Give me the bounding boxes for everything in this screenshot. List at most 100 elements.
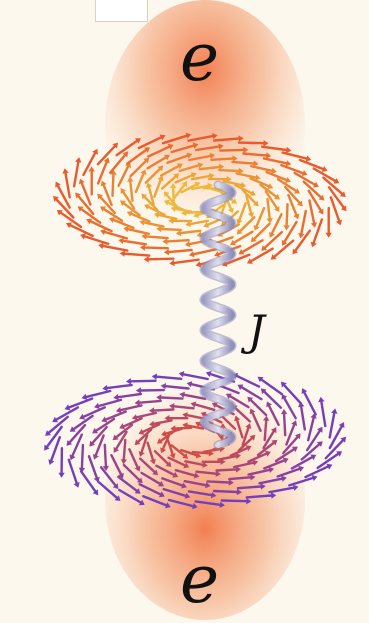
arrow-head-icon [295,433,301,440]
arrow-vector-icon [50,436,61,462]
arrow-head-icon [281,393,288,400]
arrow-vector-icon [71,433,84,457]
arrow-head-icon [280,381,287,388]
arrow-head-icon [230,239,236,246]
arrow-head-icon [184,492,191,499]
arrow-vector-icon [249,164,273,173]
arrow-head-icon [298,401,305,408]
arrow-vector-icon [153,178,162,199]
arrow-head-icon [118,472,124,479]
arrow-vector-icon [251,411,262,432]
arrow-vector-icon [112,218,135,230]
arrow-head-icon [238,249,245,255]
arrow-vector-icon [79,470,97,493]
arrow-head-icon [126,378,131,385]
arrow-head-icon [134,465,141,472]
arrow-head-icon [170,425,176,432]
arrow-head-icon [144,204,150,210]
arrow-head-icon [112,142,119,149]
arrow-head-icon [120,188,126,194]
arrow-vector-icon [96,480,118,499]
arrow-head-icon [267,183,274,190]
arrow-vector-icon [270,213,283,235]
arrow-vector-icon [135,411,158,419]
arrow-head-icon [238,167,244,175]
arrow-vector-icon [87,455,99,479]
arrow-vector-icon [327,186,345,209]
arrow-head-icon [301,388,308,394]
arrow-vector-icon [220,499,248,503]
arrow-head-icon [103,157,110,164]
arrow-head-icon [44,444,50,451]
arrow-head-icon [193,211,200,218]
arrow-vector-icon [300,443,321,461]
arrow-head-icon [167,143,174,150]
arrow-vector-icon [241,188,257,205]
arrow-vector-icon [294,229,312,252]
arrow-head-icon [157,165,164,172]
arrow-head-icon [185,220,191,228]
arrow-head-icon [236,218,243,225]
arrow-vector-icon [304,465,329,479]
arrow-head-icon [181,181,188,188]
arrow-vector-icon [167,248,193,254]
arrow-head-icon [301,170,308,177]
arrow-head-icon [225,393,232,400]
arrow-vector-icon [126,148,148,165]
arrow-vector-icon [249,177,270,188]
arrow-head-icon [210,491,217,499]
arrow-head-icon [237,384,244,390]
arrow-vector-icon [122,438,127,461]
arrow-vector-icon [159,396,184,400]
arrow-head-icon [92,148,98,155]
arrow-vector-icon [241,239,264,254]
arrow-head-icon [92,454,99,460]
arrow-vector-icon [45,425,63,448]
arrow-vector-icon [182,373,209,381]
arrow-vector-icon [141,423,161,433]
arrow-vector-icon [147,257,175,261]
arrow-vector-icon [104,410,127,421]
arrow-head-icon [310,241,317,248]
arrow-head-icon [269,231,275,238]
arrow-vector-icon [147,145,171,158]
arrow-head-icon [192,503,198,510]
arrow-vector-icon [122,202,141,217]
arrow-head-icon [209,172,215,180]
arrow-head-icon [73,482,80,488]
arrow-vector-icon [160,227,183,232]
arrow-vector-icon [281,151,308,160]
arrow-vector-icon [146,156,167,170]
arrow-head-icon [340,205,347,212]
arrow-vector-icon [184,460,205,466]
arrow-vector-icon [237,437,254,452]
arrow-head-icon [235,466,241,473]
arrow-vector-icon [83,235,110,246]
arrow-vector-icon [307,189,322,212]
arrow-vector-icon [212,137,240,142]
arrow-head-icon [143,256,149,263]
arrow-head-icon [219,501,225,508]
arrow-head-icon [78,178,85,185]
arrow-head-icon [316,441,323,447]
arrow-head-icon [226,176,232,183]
arrow-vector-icon [264,190,278,210]
arrow-head-icon [333,178,340,184]
arrow-head-icon [176,163,183,169]
arrow-vector-icon [198,165,221,171]
arrow-vector-icon [280,163,304,175]
arrow-head-icon [160,383,166,390]
arrow-vector-icon [95,417,116,432]
arrow-head-icon [247,212,255,218]
arrow-head-icon [156,225,162,233]
arrow-vector-icon [153,450,170,465]
arrow-vector-icon [217,168,240,173]
arrow-head-icon [138,451,145,457]
arrow-vector-icon [250,247,274,263]
arrow-vector-icon [284,185,301,204]
arrow-head-icon [203,221,210,228]
arrow-head-icon [112,483,119,490]
arrow-vector-icon [160,175,177,190]
arrow-head-icon [271,167,277,174]
